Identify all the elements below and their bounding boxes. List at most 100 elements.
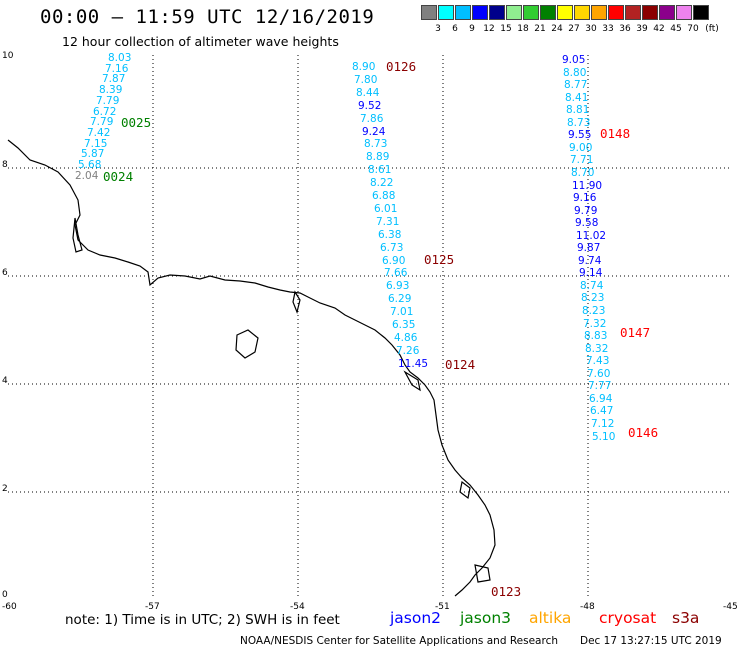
wave-height-value: 6.88 [372,190,396,202]
footer-credit: NOAA/NESDIS Center for Satellite Applica… [240,635,558,647]
map-subtitle: 12 hour collection of altimeter wave hei… [62,34,339,49]
map-title: 00:00 – 11:59 UTC 12/16/2019 [40,6,375,28]
wave-height-value: 6.35 [392,319,416,331]
wave-height-value: 9.24 [362,125,386,138]
wave-height-value: 8.74 [580,279,604,292]
wave-height-value: 7.32 [583,317,607,330]
wave-height-value: 6.90 [382,254,406,267]
wave-height-value: 8.23 [582,305,606,317]
wave-height-value: 8.89 [366,151,390,164]
color-bar-label: 45 [670,24,682,34]
wave-height-value: 5.87 [81,148,105,161]
wave-height-value: 7.77 [588,380,612,393]
wave-height-value: 7.31 [376,215,400,228]
x-tick-label: -51 [435,602,450,612]
wave-height-value: 7.43 [586,355,610,368]
color-bar-label: 39 [636,24,648,34]
wave-height-value: 4.86 [394,331,418,344]
wave-height-value: 6.01 [374,202,398,215]
wave-height-value: 9.87 [577,242,601,255]
color-swatch [455,5,471,20]
wave-height-value: 8.73 [567,116,591,129]
pass-label: 0024 [103,169,134,184]
color-bar-label: 33 [602,24,614,34]
wave-height-value: 7.01 [390,306,414,319]
color-swatch [625,5,641,20]
x-tick-label: -60 [2,602,17,612]
wave-height-value: 8.70 [571,166,595,179]
color-bar-label: 3 [435,24,441,34]
color-swatch [438,5,454,20]
wave-height-value: 6.72 [93,105,117,118]
wave-height-value: 2.04 [75,169,99,182]
wave-height-value: 7.12 [591,417,615,430]
color-bar-label: 12 [483,24,495,34]
color-swatch [421,5,437,20]
color-bar-unit: (ft) [705,24,719,34]
color-swatch [540,5,556,20]
legend-cryosat: cryosat [599,609,657,627]
legend-s3a: s3a [672,609,700,627]
color-swatch [659,5,675,20]
x-tick-label: -54 [290,602,305,612]
wave-height-value: 7.80 [354,73,378,86]
color-bar-label: 70 [687,24,699,34]
legend-jason2: jason2 [390,609,442,627]
wave-height-value: 6.73 [380,241,404,254]
color-bar-label: 42 [653,24,665,34]
wave-height-value: 6.93 [386,280,410,293]
wave-height-value: 9.16 [573,192,597,205]
color-swatch [608,5,624,20]
color-bar-label: 6 [452,24,458,34]
wave-height-value: 8.32 [585,342,609,355]
wave-height-value: 9.52 [358,99,382,112]
wave-height-value: 9.05 [562,54,586,66]
color-bar-label: 27 [568,24,580,34]
wave-height-value: 5.10 [592,430,616,443]
legend-jason3: jason3 [460,609,512,627]
wave-height-value: 9.79 [574,204,598,217]
y-tick-label: 4 [2,376,8,386]
wave-height-value: 8.61 [368,164,392,177]
color-swatch [676,5,692,20]
x-tick-label: -57 [145,602,160,612]
pass-label: 0124 [445,357,476,372]
pass-label: 0146 [628,425,659,440]
color-swatch [557,5,573,20]
wave-height-value: 7.60 [587,367,611,380]
wave-height-value: 7.66 [384,267,408,280]
wave-height-value: 7.87 [102,73,126,86]
wave-height-value: 8.81 [566,104,590,117]
color-bar-label: 18 [517,24,529,34]
pass-label: 0025 [121,115,152,130]
wave-height-value: 9.00 [569,141,593,154]
pass-label: 0148 [600,126,631,141]
map-grid [8,55,732,598]
wave-height-value: 7.71 [570,154,594,167]
y-tick-label: 10 [2,51,14,61]
wave-height-value: 5.68 [78,159,102,171]
wave-height-value: 8.90 [352,61,376,73]
wave-height-value: 8.03 [108,52,132,64]
color-bar-label: 36 [619,24,631,34]
color-swatch [506,5,522,20]
wave-height-value: 7.42 [87,126,111,139]
color-bar-label: 30 [585,24,597,34]
units-note: note: 1) Time is in UTC; 2) SWH is in fe… [65,612,340,628]
wave-height-value: 7.16 [105,62,129,75]
wave-height-value: 7.79 [96,94,120,107]
wave-height-value: 8.83 [584,330,608,343]
wave-height-value: 8.80 [563,66,587,79]
legend-altika: altika [529,609,572,627]
pass-label: 0125 [424,252,455,267]
wave-height-value: 8.41 [565,91,589,104]
footer-timestamp: Dec 17 13:27:15 UTC 2019 [580,635,722,647]
y-tick-label: 8 [2,160,8,170]
wave-height-value: 7.26 [396,344,420,357]
wave-height-value: 9.14 [579,267,603,280]
wave-height-value: 6.29 [388,293,412,306]
wave-height-value: 6.38 [378,228,402,241]
color-bar-label: 15 [500,24,512,34]
wave-height-value: 7.15 [84,137,108,150]
